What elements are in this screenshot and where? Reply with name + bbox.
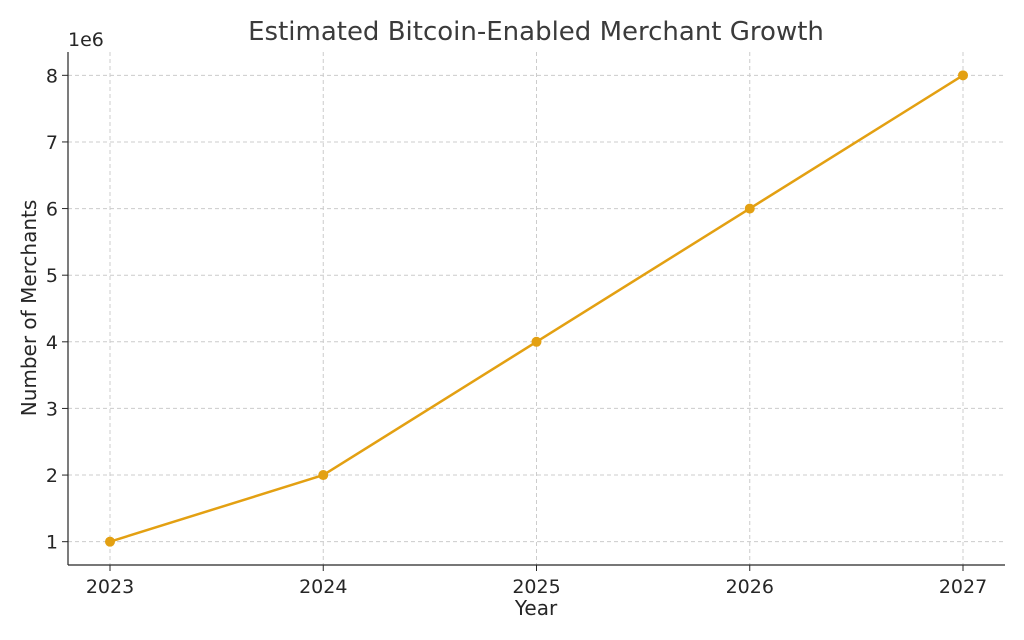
y-tick-label: 4 — [46, 332, 58, 354]
y-tick-label: 1 — [46, 532, 58, 554]
y-axis-label: Number of Merchants — [17, 200, 41, 417]
data-point — [318, 470, 329, 481]
y-tick-label: 6 — [46, 199, 58, 221]
data-point — [105, 536, 115, 547]
x-tick-label: 2027 — [939, 576, 987, 598]
y-offset-label: 1e6 — [68, 29, 104, 51]
y-tick-label: 8 — [46, 65, 58, 87]
y-tick-label: 3 — [46, 398, 58, 420]
data-point — [744, 203, 755, 214]
data-point — [531, 336, 542, 347]
chart-title: Estimated Bitcoin-Enabled Merchant Growt… — [248, 17, 824, 47]
y-tick-label: 7 — [46, 132, 58, 154]
x-tick-label: 2023 — [86, 576, 134, 598]
grid — [68, 52, 1005, 565]
x-tick-label: 2026 — [726, 576, 774, 598]
series — [105, 70, 968, 547]
x-tick-label: 2025 — [512, 576, 560, 598]
x-tick-label: 2024 — [299, 576, 347, 598]
y-tick-label: 2 — [46, 465, 58, 487]
axes: 2023 2024 2025 2026 2027 1 2 3 4 5 6 7 8 — [46, 52, 1005, 598]
x-axis-label: Year — [514, 596, 558, 620]
data-point — [958, 70, 968, 81]
y-tick-label: 5 — [46, 265, 58, 287]
